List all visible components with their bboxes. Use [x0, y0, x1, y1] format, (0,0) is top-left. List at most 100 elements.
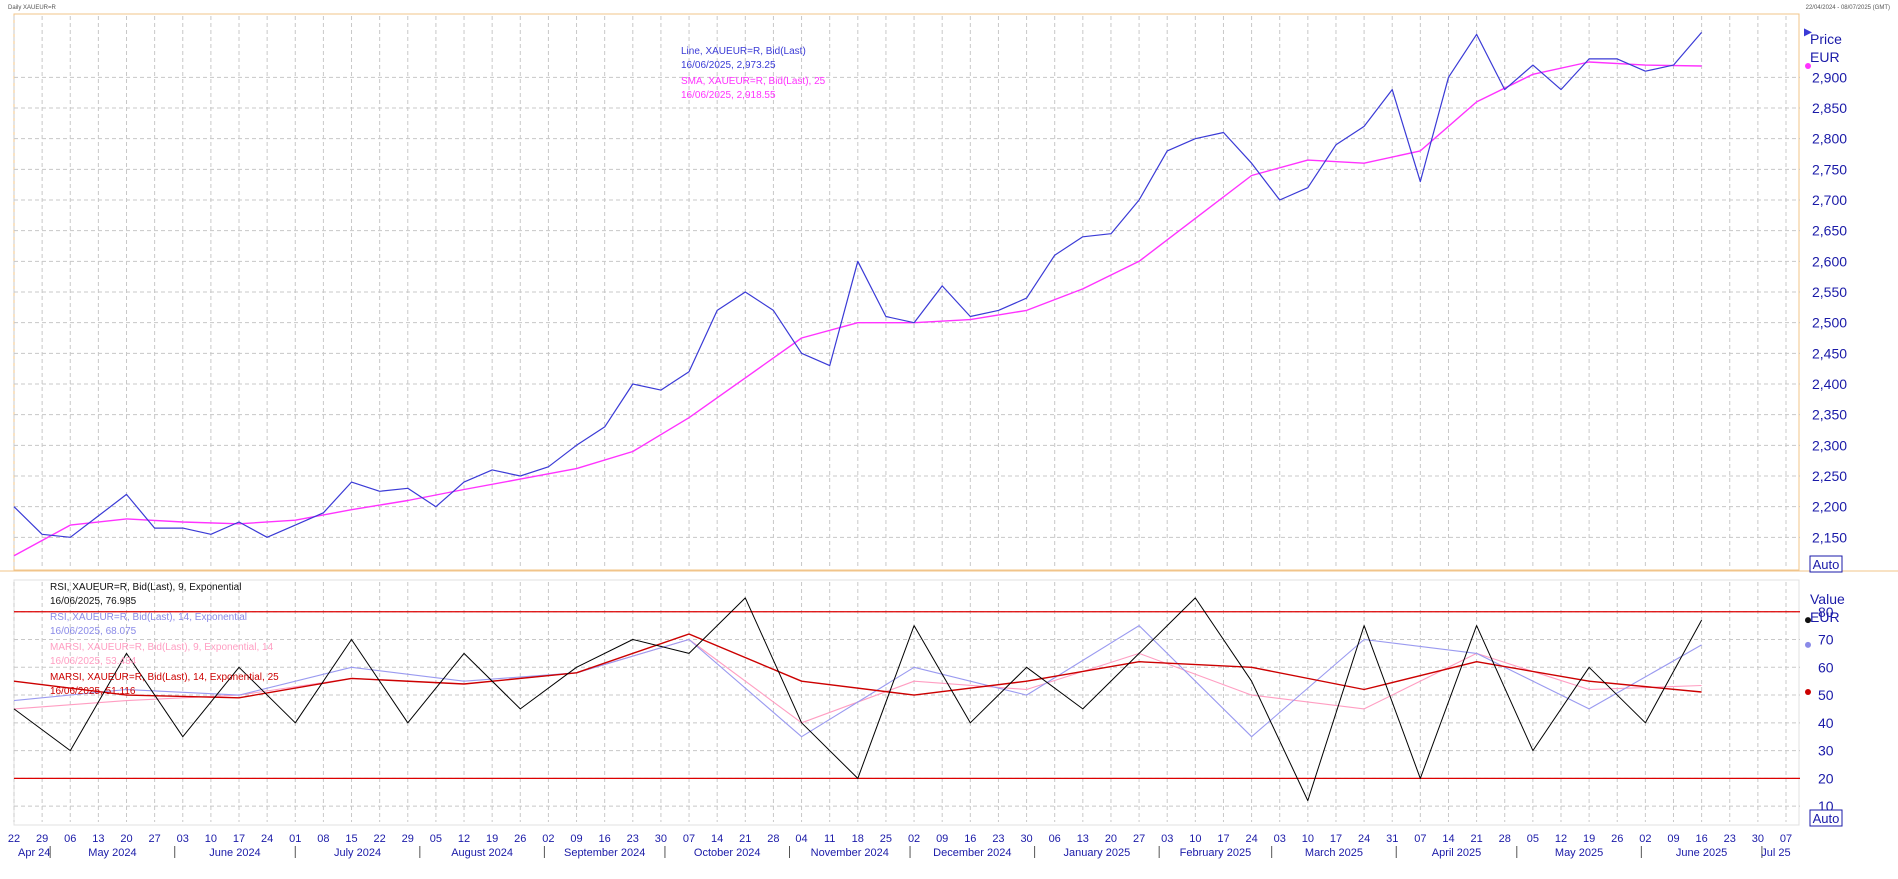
month-label: September 2024 — [564, 847, 645, 859]
value-tick-label: 60 — [1818, 659, 1834, 675]
auto-scale-button-value[interactable] — [1809, 809, 1843, 827]
day-tick-label: 30 — [1752, 833, 1764, 845]
legend-value: 16/06/2025, 76.985 — [50, 596, 137, 607]
day-tick-label: 01 — [289, 833, 301, 845]
day-tick-label: 16 — [599, 833, 611, 845]
day-tick-label: 05 — [430, 833, 442, 845]
rsi14-last-marker — [1805, 641, 1811, 648]
marsi-14-line — [13, 633, 1702, 699]
month-label: April 2025 — [1432, 847, 1482, 859]
day-tick-label: 09 — [936, 833, 948, 845]
day-tick-label: 07 — [1414, 833, 1426, 845]
day-tick-label: 16 — [1695, 833, 1707, 845]
legend-entry: SMA, XAUEUR=R, Bid(Last), 25 — [681, 76, 826, 87]
price-axis-ticks: 2,150 2,200 2,250 2,300 2,350 2,400 2,450 2,500… — [1812, 69, 1847, 545]
day-tick-label: 25 — [880, 833, 892, 845]
day-tick-label: 28 — [1499, 833, 1511, 845]
day-tick-label: 03 — [1274, 833, 1286, 845]
day-tick-label: 24 — [1245, 833, 1257, 845]
day-tick-label: 15 — [345, 833, 357, 845]
price-tick-label: 2,250 — [1812, 468, 1847, 484]
month-label: May 2024 — [88, 847, 136, 859]
month-label: Apr 24 — [18, 847, 50, 859]
day-tick-label: 08 — [317, 833, 329, 845]
day-tick-label: 22 — [8, 833, 20, 845]
rsi-9-line — [13, 597, 1703, 802]
day-tick-label: 26 — [514, 833, 526, 845]
auto-scale-label-value: Auto — [1813, 811, 1840, 826]
day-tick-label: 07 — [683, 833, 695, 845]
month-label: July 2024 — [334, 847, 381, 859]
price-tick-label: 2,450 — [1812, 345, 1847, 361]
day-tick-label: 03 — [1161, 833, 1173, 845]
price-tick-label: 2,800 — [1812, 131, 1847, 147]
price-axis-unit: EUR — [1810, 49, 1840, 65]
day-tick-label: 14 — [1442, 833, 1454, 845]
month-label: March 2025 — [1305, 847, 1363, 859]
day-tick-label: 28 — [767, 833, 779, 845]
day-tick-label: 02 — [542, 833, 554, 845]
day-tick-label: 06 — [64, 833, 76, 845]
legend-entry: RSI, XAUEUR=R, Bid(Last), 14, Exponentia… — [50, 612, 247, 623]
month-label: May 2025 — [1555, 847, 1603, 859]
day-tick-label: 02 — [1639, 833, 1651, 845]
day-tick-label: 09 — [570, 833, 582, 845]
day-tick-label: 04 — [795, 833, 807, 845]
legend-value: 16/06/2025, 68.075 — [50, 626, 137, 637]
legend-entry: Line, XAUEUR=R, Bid(Last) — [681, 46, 806, 57]
day-tick-label: 20 — [120, 833, 132, 845]
day-tick-label: 20 — [1105, 833, 1117, 845]
day-tick-label: 13 — [1077, 833, 1089, 845]
day-tick-label: 13 — [92, 833, 104, 845]
day-tick-label: 19 — [1583, 833, 1595, 845]
month-label: February 2025 — [1180, 847, 1252, 859]
day-tick-label: 12 — [1555, 833, 1567, 845]
price-tick-label: 2,150 — [1812, 529, 1847, 545]
month-label: January 2025 — [1064, 847, 1131, 859]
legend-value: 16/06/2025, 2,973.25 — [681, 60, 776, 71]
price-tick-label: 2,400 — [1812, 376, 1847, 392]
rsi-14-line — [13, 625, 1702, 738]
day-tick-label: 24 — [261, 833, 273, 845]
value-tick-label: 30 — [1818, 743, 1834, 759]
day-tick-label: 09 — [1667, 833, 1679, 845]
day-tick-label: 22 — [374, 833, 386, 845]
sma-last-marker — [1805, 62, 1811, 69]
price-tick-label: 2,700 — [1812, 192, 1847, 208]
day-tick-label: 19 — [486, 833, 498, 845]
day-tick-label: 03 — [177, 833, 189, 845]
price-last-marker — [1804, 28, 1812, 37]
value-tick-label: 80 — [1818, 604, 1834, 620]
price-tick-label: 2,750 — [1812, 161, 1847, 177]
day-tick-label: 29 — [402, 833, 414, 845]
day-tick-label: 27 — [149, 833, 161, 845]
month-label: August 2024 — [451, 847, 513, 859]
window-title: Daily XAUEUR=R — [8, 5, 57, 11]
time-grid — [13, 16, 1787, 822]
value-axis-unit: EUR — [1810, 609, 1840, 625]
day-tick-label: 17 — [1330, 833, 1342, 845]
month-label: June 2025 — [1676, 847, 1727, 859]
price-tick-label: 2,350 — [1812, 407, 1847, 423]
legend-entry: MARSI, XAUEUR=R, Bid(Last), 14, Exponent… — [50, 672, 279, 683]
auto-scale-label-price: Auto — [1813, 557, 1840, 572]
day-tick-label: 23 — [992, 833, 1004, 845]
legend-value: 16/06/2025, 2,918.55 — [681, 90, 776, 101]
value-axis-title: Value — [1810, 591, 1845, 607]
time-axis-months: Apr 24 May 2024 June 2024 July 2024 August 2… — [18, 846, 1791, 859]
auto-scale-button-price[interactable] — [1809, 555, 1843, 573]
day-tick-label: 10 — [205, 833, 217, 845]
day-tick-label: 31 — [1386, 833, 1398, 845]
day-tick-label: 21 — [739, 833, 751, 845]
price-axis-title: Price — [1810, 31, 1842, 47]
day-tick-label: 06 — [1049, 833, 1061, 845]
rsi9-last-marker — [1805, 617, 1811, 624]
price-legend: Line, XAUEUR=R, Bid(Last) 16/06/2025, 2,9… — [681, 46, 826, 101]
price-tick-label: 2,850 — [1812, 100, 1847, 116]
day-tick-label: 17 — [233, 833, 245, 845]
day-tick-label: 24 — [1358, 833, 1370, 845]
price-tick-label: 2,550 — [1812, 284, 1847, 300]
day-tick-label: 14 — [711, 833, 723, 845]
